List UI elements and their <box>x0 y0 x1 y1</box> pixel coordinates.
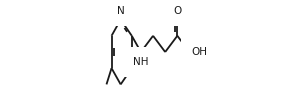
Text: N: N <box>117 6 125 16</box>
Text: OH: OH <box>192 47 207 57</box>
Text: O: O <box>173 6 181 16</box>
Text: NH: NH <box>133 57 149 67</box>
